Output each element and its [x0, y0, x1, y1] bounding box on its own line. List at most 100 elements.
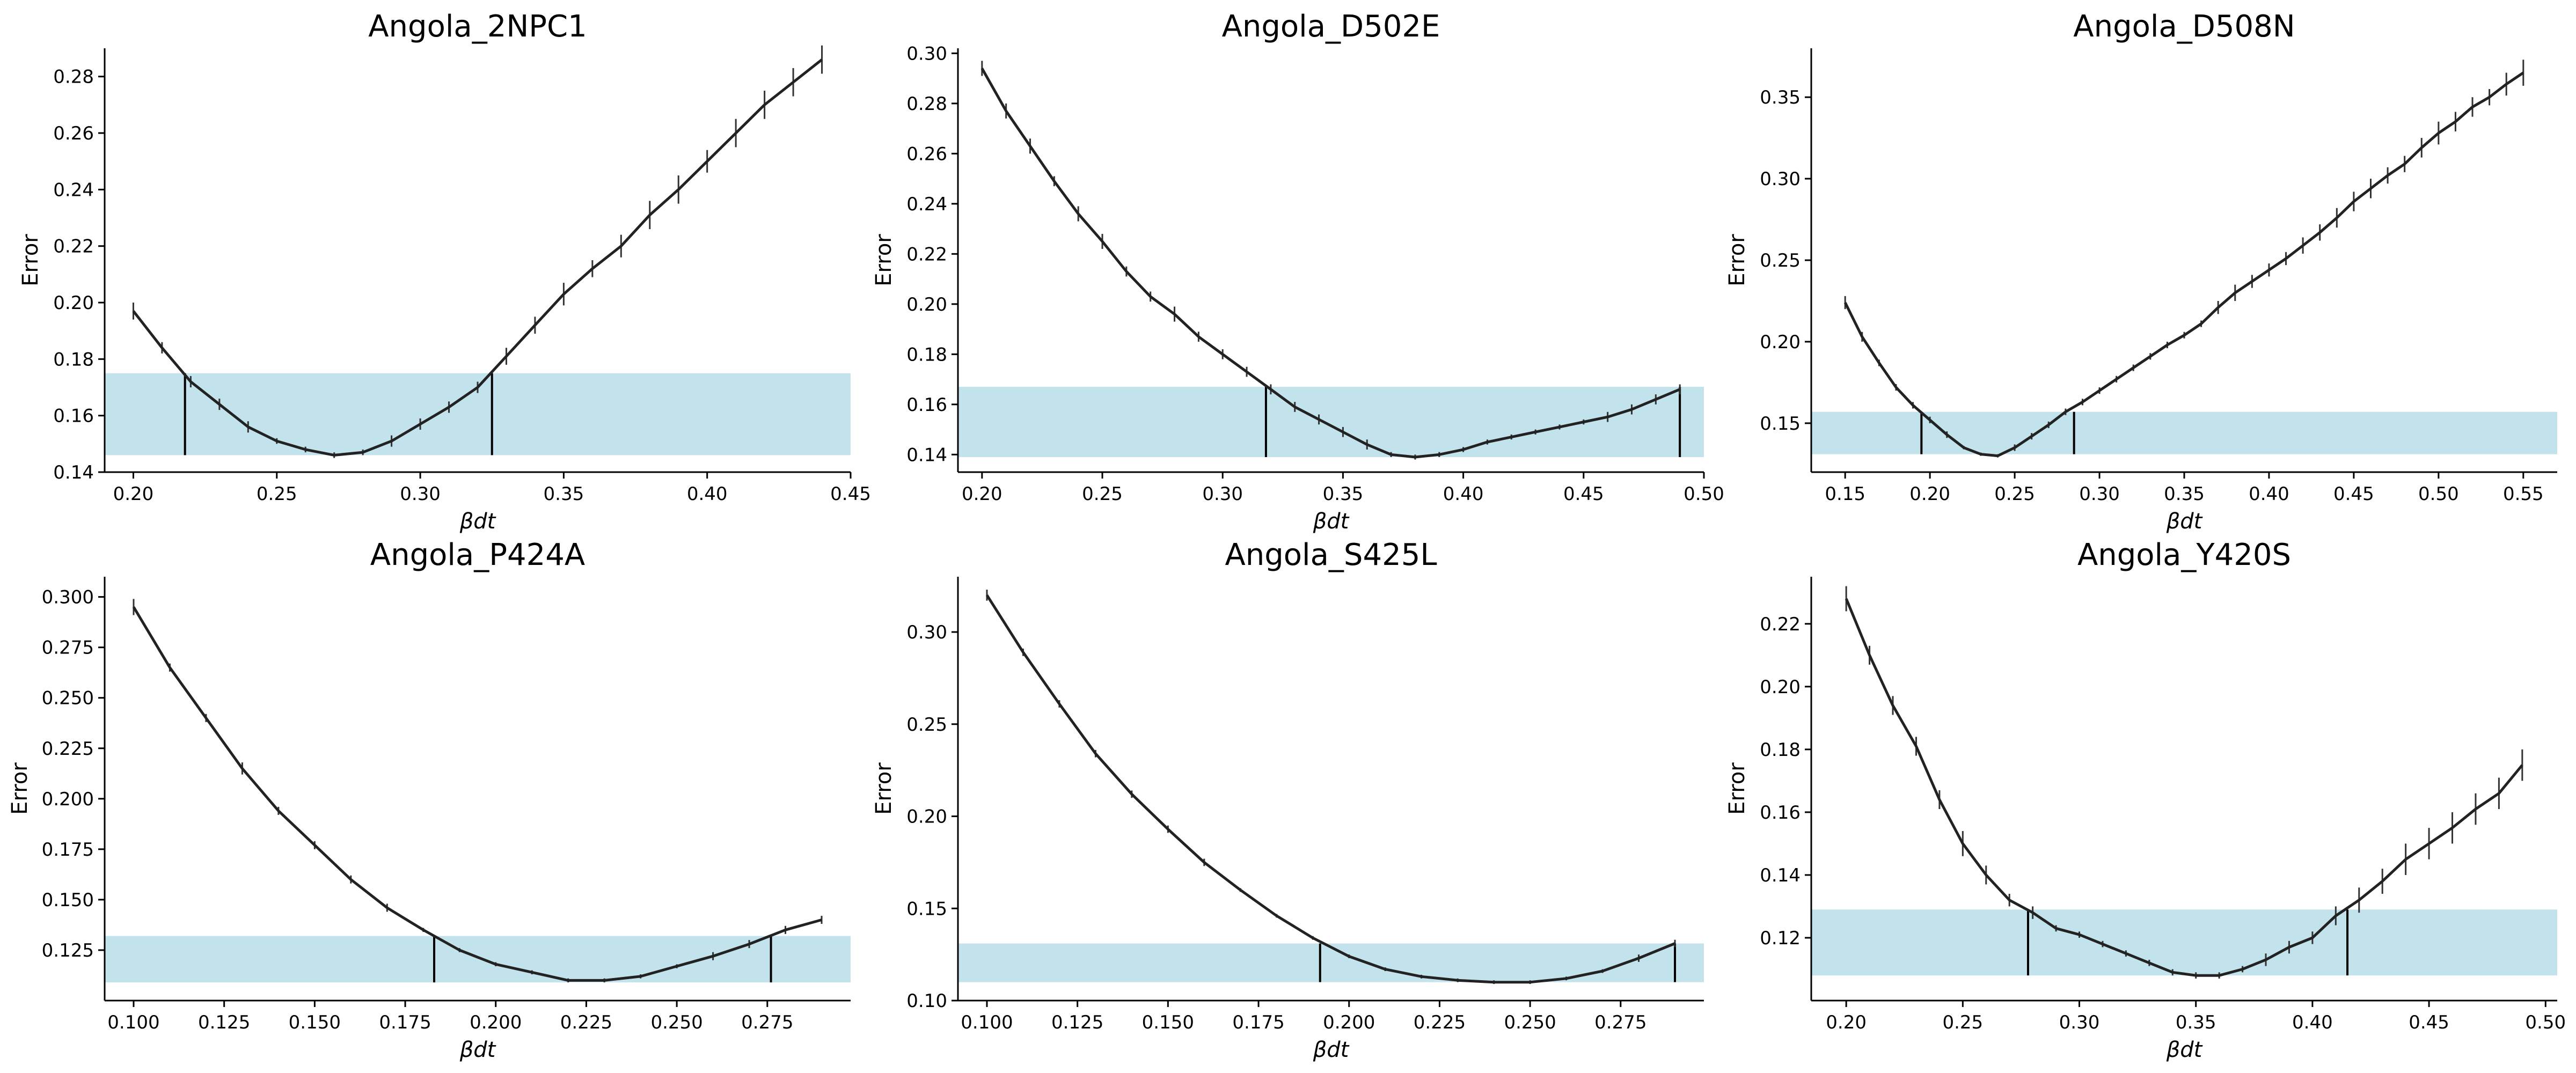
x-tick-label: 0.40: [2249, 483, 2289, 505]
y-tick-label: 0.25: [1760, 250, 1801, 271]
x-tick-label: 0.250: [1504, 1012, 1556, 1033]
tolerance-band: [105, 936, 851, 983]
x-tick-label: 0.100: [107, 1012, 159, 1033]
y-tick-label: 0.26: [906, 143, 947, 165]
chart-title: Angola_D502E: [1222, 9, 1440, 44]
y-tick-label: 0.275: [42, 637, 94, 659]
x-tick-label: 0.25: [1082, 483, 1123, 505]
tolerance-band: [958, 943, 1704, 982]
x-axis-label: βdt: [2166, 509, 2203, 534]
y-axis-label: Error: [18, 234, 43, 286]
y-tick-label: 0.22: [1760, 614, 1801, 635]
x-tick-label: 0.250: [650, 1012, 702, 1033]
x-tick-label: 0.125: [198, 1012, 250, 1033]
y-axis-label: Error: [872, 234, 896, 286]
series-line: [1845, 598, 2523, 977]
x-tick-label: 0.150: [289, 1012, 341, 1033]
y-tick-label: 0.150: [42, 890, 94, 911]
chart-title: Angola_D508N: [2073, 9, 2295, 44]
x-tick-label: 0.30: [2059, 1012, 2100, 1033]
x-tick-label: 0.225: [1414, 1012, 1466, 1033]
x-tick-label: 0.45: [1563, 483, 1604, 505]
y-tick-label: 0.26: [53, 123, 94, 144]
chart-title: Angola_Y420S: [2077, 538, 2291, 572]
y-tick-label: 0.20: [53, 292, 94, 314]
y-tick-label: 0.15: [1760, 413, 1801, 435]
chart-title: Angola_P424A: [370, 538, 585, 572]
tolerance-band: [958, 387, 1704, 457]
x-tick-label: 0.40: [2292, 1012, 2333, 1033]
y-tick-label: 0.28: [906, 93, 947, 115]
y-tick-label: 0.18: [53, 349, 94, 370]
y-tick-label: 0.15: [906, 898, 947, 920]
y-tick-label: 0.20: [1760, 677, 1801, 698]
x-tick-label: 0.20: [1826, 1012, 1867, 1033]
x-tick-label: 0.20: [1909, 483, 1950, 505]
chart-panel: 0.20 0.25 0.30 0.35 0.40 0.45 0.50 0.12 0.14 0.16…: [1725, 538, 2566, 1062]
x-tick-label: 0.15: [1825, 483, 1865, 505]
y-axis-label: Error: [872, 762, 896, 815]
x-tick-label: 0.35: [2164, 483, 2205, 505]
y-axis-label: Error: [1725, 762, 1750, 815]
x-tick-label: 0.50: [1684, 483, 1724, 505]
x-tick-label: 0.50: [2418, 483, 2459, 505]
y-tick-label: 0.18: [1760, 739, 1801, 761]
x-tick-label: 0.40: [687, 483, 728, 505]
x-axis-label: βdt: [1313, 1038, 1350, 1062]
y-tick-label: 0.200: [42, 789, 94, 810]
x-tick-label: 0.150: [1142, 1012, 1194, 1033]
y-tick-label: 0.125: [42, 940, 94, 961]
y-tick-label: 0.10: [906, 990, 947, 1012]
y-tick-label: 0.20: [906, 806, 947, 828]
y-tick-label: 0.16: [53, 406, 94, 427]
x-tick-label: 0.35: [1323, 483, 1364, 505]
x-tick-label: 0.175: [1232, 1012, 1284, 1033]
y-tick-label: 0.14: [1760, 865, 1801, 886]
y-tick-label: 0.25: [906, 714, 947, 736]
tolerance-band: [1811, 411, 2557, 454]
chart-panel: 0.20 0.25 0.30 0.35 0.40 0.45 0.14 0.16 0.18 0.20…: [18, 9, 871, 534]
chart-title: Angola_2NPC1: [368, 9, 587, 44]
series-line: [980, 68, 1681, 459]
x-tick-label: 0.35: [2176, 1012, 2216, 1033]
y-tick-label: 0.18: [906, 344, 947, 365]
y-tick-label: 0.225: [42, 738, 94, 760]
x-tick-label: 0.40: [1443, 483, 1484, 505]
y-tick-label: 0.250: [42, 688, 94, 709]
y-tick-label: 0.20: [906, 294, 947, 315]
x-tick-label: 0.55: [2503, 483, 2544, 505]
series-line: [1843, 71, 2524, 458]
x-axis-label: βdt: [459, 509, 496, 534]
y-axis-label: Error: [1725, 234, 1750, 286]
series-line: [132, 606, 822, 982]
x-tick-label: 0.175: [379, 1012, 431, 1033]
x-tick-label: 0.25: [1942, 1012, 1983, 1033]
x-tick-label: 0.20: [113, 483, 154, 505]
x-tick-label: 0.200: [470, 1012, 522, 1033]
x-tick-label: 0.100: [961, 1012, 1013, 1033]
x-tick-label: 0.50: [2525, 1012, 2566, 1033]
chart-title: Angola_S425L: [1225, 538, 1437, 572]
y-tick-label: 0.24: [53, 179, 94, 201]
x-axis-label: βdt: [1313, 509, 1350, 534]
chart-panel: 0.20 0.25 0.30 0.35 0.40 0.45 0.50 0.14 0.16 0.18…: [872, 9, 1724, 534]
y-tick-label: 0.30: [906, 622, 947, 643]
y-tick-label: 0.14: [906, 444, 947, 466]
x-tick-label: 0.225: [560, 1012, 612, 1033]
y-tick-label: 0.16: [906, 394, 947, 416]
x-tick-label: 0.45: [2409, 1012, 2449, 1033]
x-tick-label: 0.45: [830, 483, 871, 505]
y-tick-label: 0.22: [906, 244, 947, 265]
y-tick-label: 0.30: [906, 43, 947, 64]
x-tick-label: 0.45: [2333, 483, 2374, 505]
series-line: [985, 594, 1675, 984]
y-tick-label: 0.24: [906, 194, 947, 215]
x-tick-label: 0.35: [544, 483, 584, 505]
x-axis-label: βdt: [459, 1038, 496, 1062]
y-tick-label: 0.12: [1760, 928, 1801, 949]
y-tick-label: 0.14: [53, 462, 94, 483]
tolerance-band: [1811, 909, 2557, 976]
series-line: [132, 58, 823, 457]
y-tick-label: 0.22: [53, 236, 94, 258]
